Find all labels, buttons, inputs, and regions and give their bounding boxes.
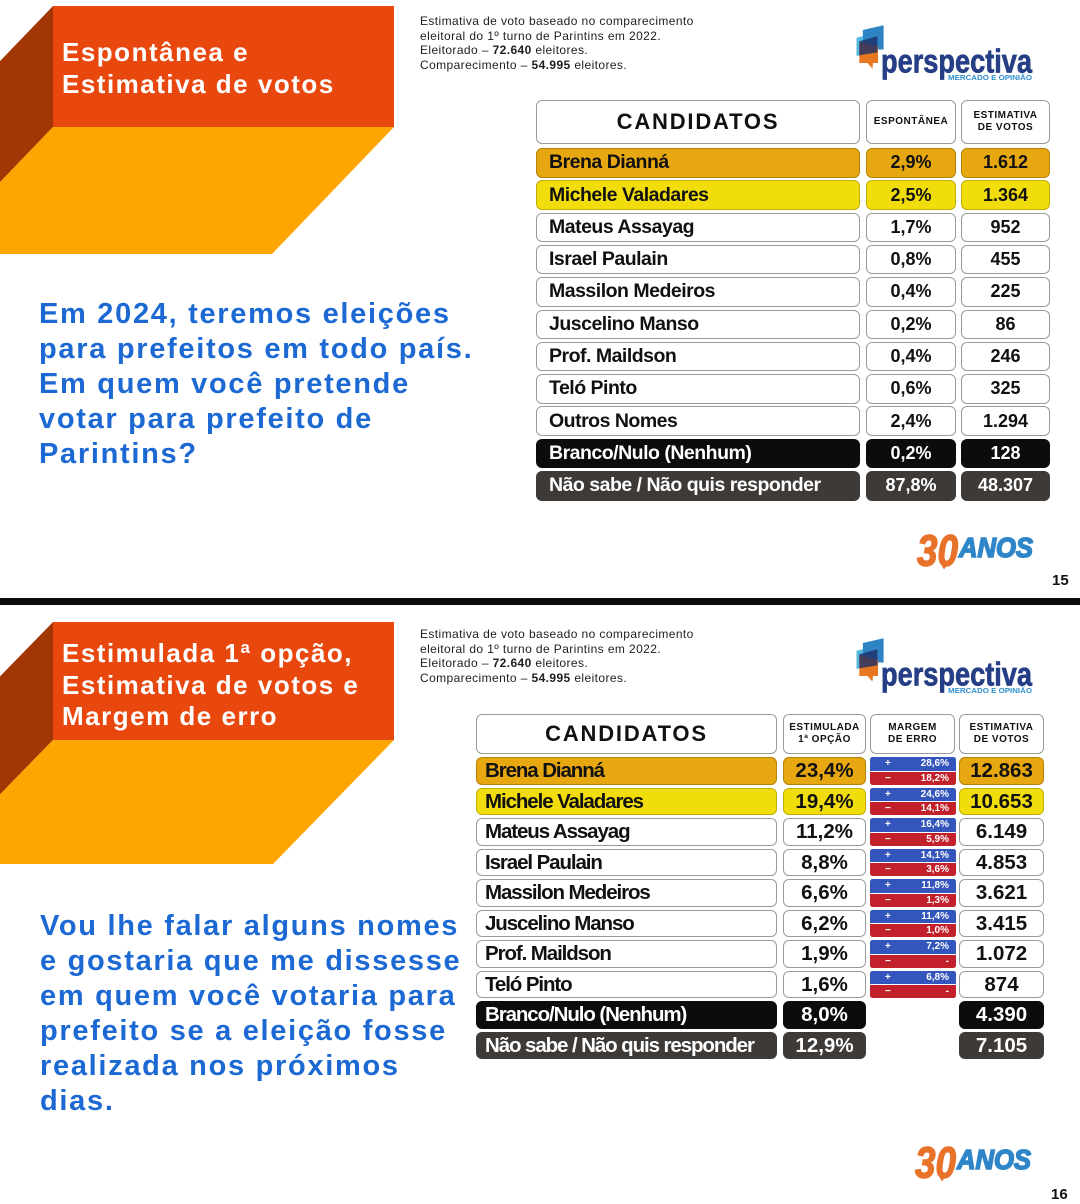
- svg-text:MERCADO E OPINIÃO: MERCADO E OPINIÃO: [948, 686, 1032, 695]
- svg-text:30: 30: [915, 1139, 956, 1185]
- svg-text:MERCADO E OPINIÃO: MERCADO E OPINIÃO: [948, 73, 1032, 82]
- svg-text:perspectiva: perspectiva: [881, 656, 1033, 693]
- svg-text:ANOS: ANOS: [958, 532, 1034, 563]
- svg-text:ANOS: ANOS: [956, 1144, 1032, 1175]
- svg-text:30: 30: [917, 527, 958, 573]
- svg-text:perspectiva: perspectiva: [881, 43, 1033, 80]
